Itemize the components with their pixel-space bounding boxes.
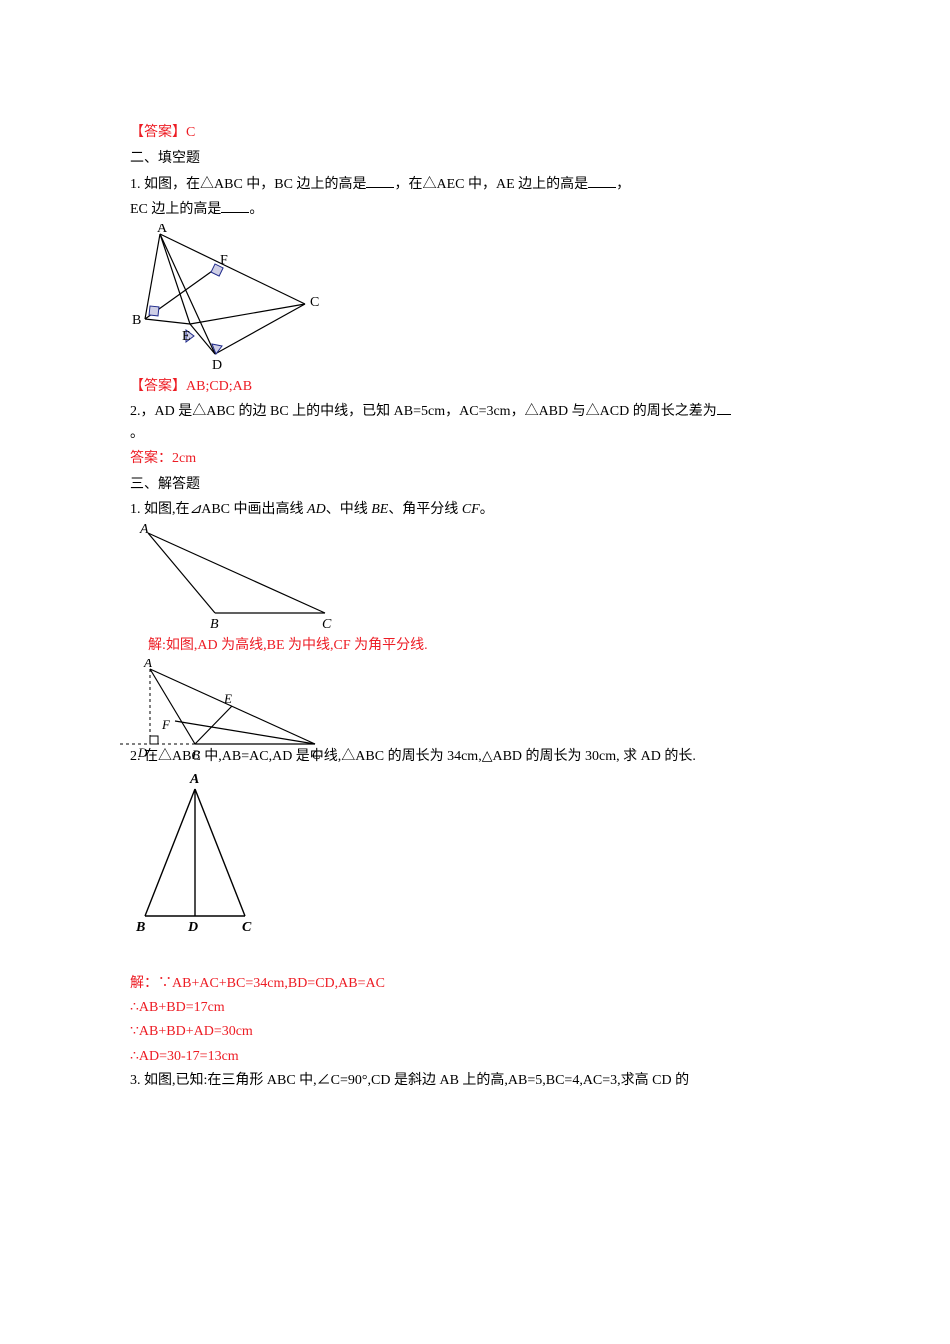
svg-text:A: A — [139, 523, 149, 537]
q2-1-text-a: 1. 如图，在△ABC 中，BC 边上的高是 — [130, 177, 366, 192]
blank-3 — [221, 198, 249, 213]
q2-1-text2: EC 边上的高是 。 — [130, 198, 820, 221]
q3-1-b: ABC 中画出高线 — [201, 502, 307, 517]
top-answer-value: C — [186, 125, 195, 140]
svg-text:C: C — [322, 617, 332, 632]
q2-1-text-e: 。 — [249, 202, 263, 217]
svg-text:A: A — [189, 772, 199, 787]
q3-2-text: 2. 在△ABC 中,AB=AC,AD 是中线,△ABC 的周长为 34cm,△… — [130, 746, 820, 768]
q2-1-answer-label: 【答案】 — [130, 379, 186, 394]
blank-2 — [588, 173, 616, 188]
q2-1-answer-value: AB;CD;AB — [186, 379, 252, 394]
q2-2-text-main: 2.，AD 是△ABC 的边 BC 上的中线，已知 AB=5cm，AC=3cm，… — [130, 404, 717, 419]
label-D: D — [212, 358, 222, 373]
q3-2-sol-l2: ∴AB+BD=17cm — [130, 997, 820, 1019]
q2-1-text: 1. 如图，在△ABC 中，BC 边上的高是 ，在△AEC 中，AE 边上的高是 ， — [130, 173, 820, 196]
label-C: C — [310, 295, 319, 310]
q2-1-text-c: ， — [616, 177, 630, 192]
blank-4 — [717, 400, 731, 415]
q3-1-solution-text: 解:如图,AD 为高线,BE 为中线,CF 为角平分线. — [130, 635, 820, 657]
q3-1-cf: CF — [462, 502, 480, 517]
svg-text:F: F — [161, 717, 171, 732]
triangle-icon: ⊿ — [190, 502, 202, 517]
q3-1-e: 。 — [480, 502, 494, 517]
figure-q3-1a: A B C — [130, 523, 340, 633]
label-A: A — [157, 224, 168, 236]
figure-q2-1: A B C D E F — [130, 224, 330, 374]
figure-q3-2: A B C D — [130, 771, 270, 941]
q3-3-text: 3. 如图,已知:在三角形 ABC 中,∠C=90°,CD 是斜边 AB 上的高… — [130, 1070, 820, 1092]
q3-1-a: 1. 如图,在 — [130, 502, 190, 517]
top-answer-label: 【答案】 — [130, 125, 186, 140]
q2-2-answer-label: 答案： — [130, 451, 172, 466]
label-B: B — [132, 313, 141, 328]
section-3-title: 三、解答题 — [130, 474, 820, 496]
q3-2-sol-l4: ∴AD=30-17=13cm — [130, 1046, 820, 1068]
q2-2-period: 。 — [130, 423, 820, 445]
label-E: E — [182, 329, 191, 344]
q3-2-sol-l1: 解：∵AB+AC+BC=34cm,BD=CD,AB=AC — [130, 973, 820, 995]
q2-2-text: 2.，AD 是△ABC 的边 BC 上的中线，已知 AB=5cm，AC=3cm，… — [130, 400, 820, 423]
svg-text:B: B — [135, 920, 145, 935]
svg-text:B: B — [210, 617, 219, 632]
q3-1-text: 1. 如图,在⊿ABC 中画出高线 AD、中线 BE、角平分线 CF。 — [130, 499, 820, 521]
q2-1-text-b: ，在△AEC 中，AE 边上的高是 — [394, 177, 588, 192]
section-2-title: 二、填空题 — [130, 148, 820, 170]
q3-1-c: 、中线 — [326, 502, 372, 517]
q3-1-d: 、角平分线 — [388, 502, 462, 517]
q3-1-be: BE — [371, 502, 388, 517]
svg-text:C: C — [242, 920, 252, 935]
svg-text:A: A — [143, 659, 152, 670]
q3-1-ad: AD — [307, 502, 326, 517]
svg-text:E: E — [223, 691, 232, 706]
q2-1-text-d: EC 边上的高是 — [130, 202, 221, 217]
label-F: F — [220, 253, 228, 268]
q3-2-sol-l3: ∵AB+BD+AD=30cm — [130, 1021, 820, 1043]
q2-2-answer-value: 2cm — [172, 451, 196, 466]
svg-text:D: D — [187, 920, 198, 935]
blank-1 — [366, 173, 394, 188]
